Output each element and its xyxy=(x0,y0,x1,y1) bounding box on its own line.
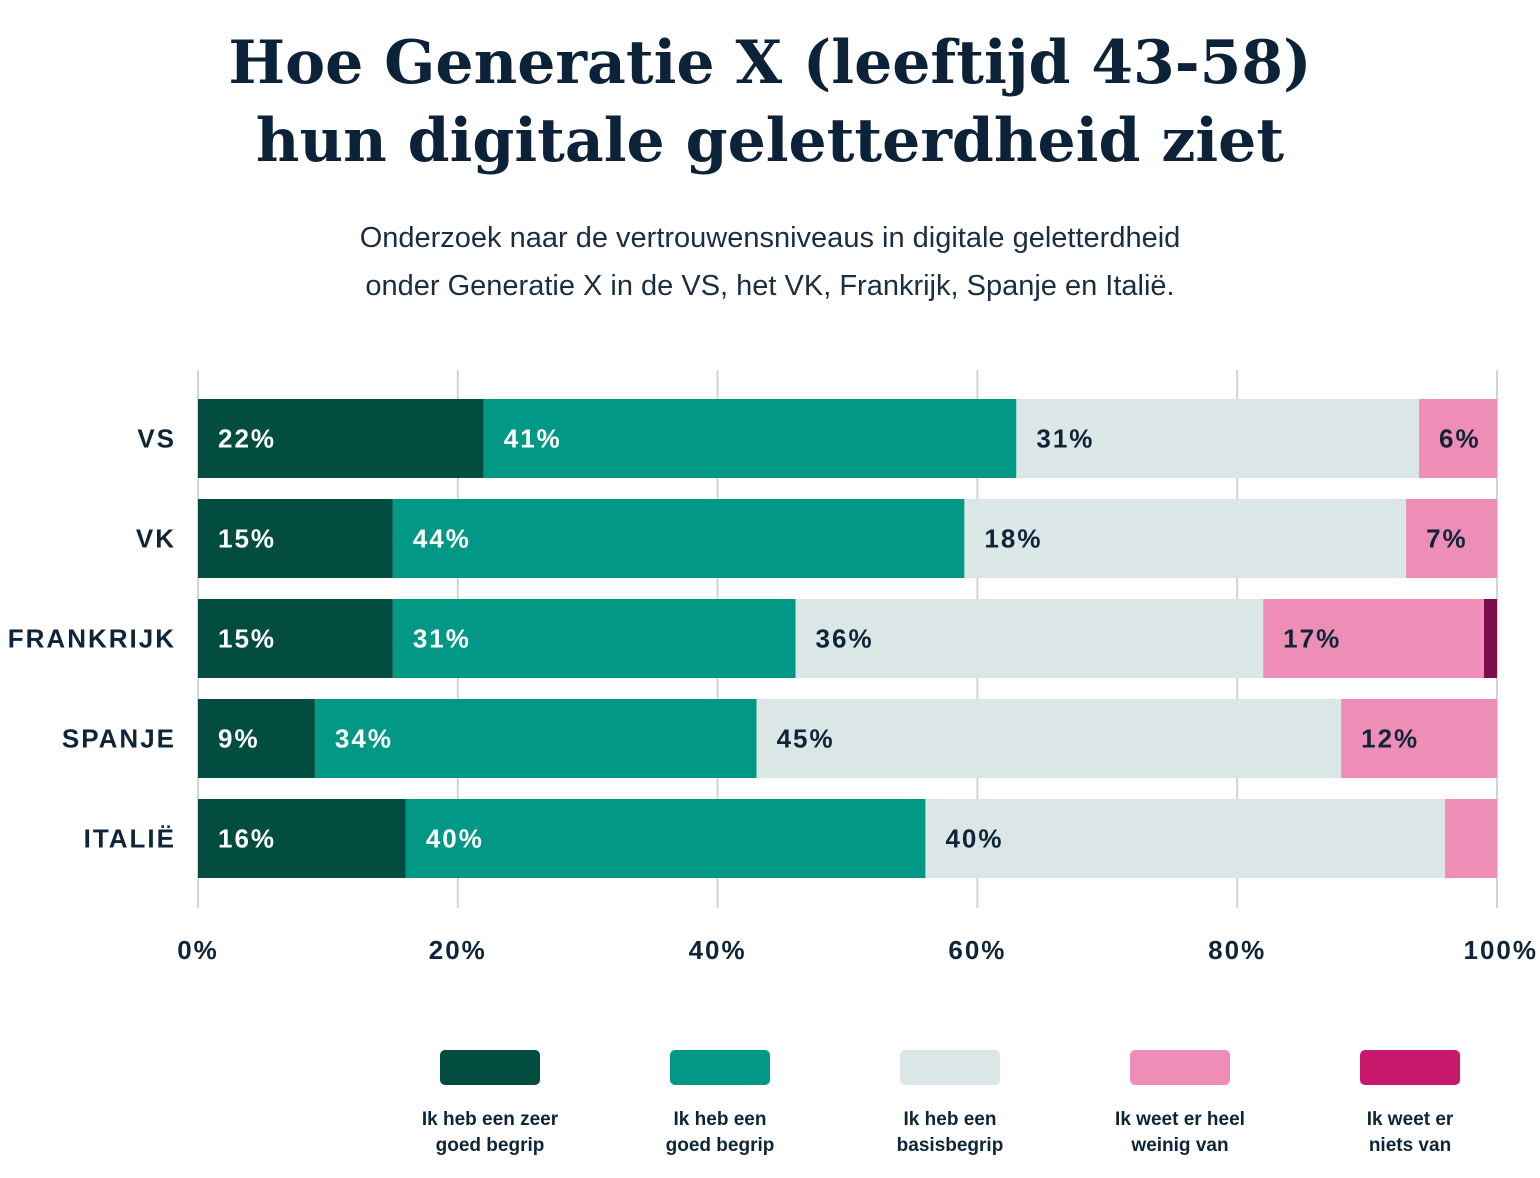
legend-label-line: weinig van xyxy=(1131,1135,1229,1156)
legend-label: Ik weet er niets van xyxy=(1310,1107,1510,1159)
bar-value-label: 40% xyxy=(426,824,484,854)
bar-segment xyxy=(1341,699,1497,778)
bar-value-label: 40% xyxy=(945,824,1003,854)
x-tick-label: 20% xyxy=(429,935,487,965)
category-label: ITALIË xyxy=(84,824,176,854)
bar-segment xyxy=(392,599,796,678)
bar-value-label: 34% xyxy=(335,724,393,754)
bar-value-label: 12% xyxy=(1361,724,1419,754)
category-label: VS xyxy=(137,424,176,454)
bar-segment xyxy=(756,699,1342,778)
chart-subtitle-line-1: Onderzoek naar de vertrouwensniveaus in … xyxy=(359,222,1181,254)
chart-subtitle-line-2: onder Generatie X in de VS, het VK, Fran… xyxy=(365,270,1175,302)
chart-title-line-2: hun digitale geletterdheid ziet xyxy=(255,106,1285,176)
bar-value-label: 9% xyxy=(218,724,260,754)
bar-value-label: 18% xyxy=(984,524,1042,554)
category-label: FRANKRIJK xyxy=(8,624,176,654)
legend-label: Ik heb een basisbegrip xyxy=(850,1107,1050,1159)
bar-value-label: 17% xyxy=(1283,624,1341,654)
legend-swatch xyxy=(900,1050,1000,1085)
bar-segment xyxy=(1406,499,1497,578)
bar-segment xyxy=(1419,399,1497,478)
bar-segment xyxy=(198,499,393,578)
legend-swatch xyxy=(1360,1050,1460,1085)
legend-swatch xyxy=(1130,1050,1230,1085)
legend-item-zeer-goed-begrip: Ik heb een zeer goed begrip xyxy=(390,1050,590,1159)
legend-label-line: Ik weet er xyxy=(1366,1109,1454,1130)
bar-value-label: 45% xyxy=(777,724,835,754)
category-label: SPANJE xyxy=(62,724,176,754)
bar-segment xyxy=(483,399,1017,478)
bar-value-label: 22% xyxy=(218,424,276,454)
bar-value-label: 7% xyxy=(1426,524,1468,554)
bar-segment xyxy=(314,699,757,778)
bar-segment xyxy=(198,699,315,778)
bar-value-label: 36% xyxy=(816,624,874,654)
legend-label-line: goed begrip xyxy=(435,1135,545,1156)
bar-value-label: 15% xyxy=(218,624,276,654)
chart-legend: Ik heb een zeer goed begrip Ik heb een g… xyxy=(0,1050,1540,1178)
legend-item-goed-begrip: Ik heb een goed begrip xyxy=(620,1050,820,1159)
legend-item-niets: Ik weet er niets van xyxy=(1310,1050,1510,1159)
legend-item-basisbegrip: Ik heb een basisbegrip xyxy=(850,1050,1050,1159)
bar-value-label: 31% xyxy=(1036,424,1094,454)
x-tick-label: 80% xyxy=(1208,935,1266,965)
stacked-bar-chart: 22% 41% 31% 6% VS 15% 44% 18% 7% VK 15% 31% 36% 17% FR… xyxy=(8,370,1539,965)
x-tick-label: 100% xyxy=(1464,935,1539,965)
legend-swatch xyxy=(440,1050,540,1085)
x-tick-label: 0% xyxy=(177,935,219,965)
x-tick-label: 60% xyxy=(948,935,1006,965)
bar-value-label: 44% xyxy=(413,524,471,554)
bar-segment xyxy=(198,599,393,678)
x-tick-label: 40% xyxy=(689,935,747,965)
legend-label: Ik weet er heel weinig van xyxy=(1080,1107,1280,1159)
bar-segment xyxy=(1484,599,1497,678)
bar-value-label: 31% xyxy=(413,624,471,654)
legend-label-line: basisbegrip xyxy=(896,1135,1004,1156)
bar-segment xyxy=(405,799,926,878)
legend-label: Ik heb een goed begrip xyxy=(620,1107,820,1159)
legend-label-line: Ik heb een xyxy=(903,1109,997,1130)
legend-label: Ik heb een zeer goed begrip xyxy=(390,1107,590,1159)
category-label: VK xyxy=(136,524,176,554)
legend-swatch xyxy=(670,1050,770,1085)
bar-value-label: 41% xyxy=(504,424,562,454)
bar-segment xyxy=(925,799,1446,878)
bar-segment xyxy=(795,599,1264,678)
chart-subtitle: Onderzoek naar de vertrouwensniveaus in … xyxy=(0,214,1540,310)
bar-segment xyxy=(1445,799,1497,878)
bar-segment xyxy=(198,799,406,878)
legend-label-line: Ik heb een zeer xyxy=(421,1109,559,1130)
legend-item-heel-weinig: Ik weet er heel weinig van xyxy=(1080,1050,1280,1159)
bar-value-label: 16% xyxy=(218,824,276,854)
legend-label-line: Ik heb een xyxy=(673,1109,767,1130)
bar-value-label: 6% xyxy=(1439,424,1481,454)
bar-segment xyxy=(964,499,1407,578)
bar-segment xyxy=(392,499,965,578)
bar-value-label: 15% xyxy=(218,524,276,554)
chart-title-line-1: Hoe Generatie X (leeftijd 43-58) xyxy=(228,28,1312,98)
legend-label-line: niets van xyxy=(1368,1135,1452,1156)
legend-label-line: goed begrip xyxy=(665,1135,775,1156)
legend-label-line: Ik weet er heel xyxy=(1115,1109,1245,1130)
bar-segment xyxy=(1016,399,1420,478)
chart-title: Hoe Generatie X (leeftijd 43-58) hun dig… xyxy=(0,24,1540,180)
bar-segment xyxy=(198,399,484,478)
bar-segment xyxy=(1263,599,1485,678)
